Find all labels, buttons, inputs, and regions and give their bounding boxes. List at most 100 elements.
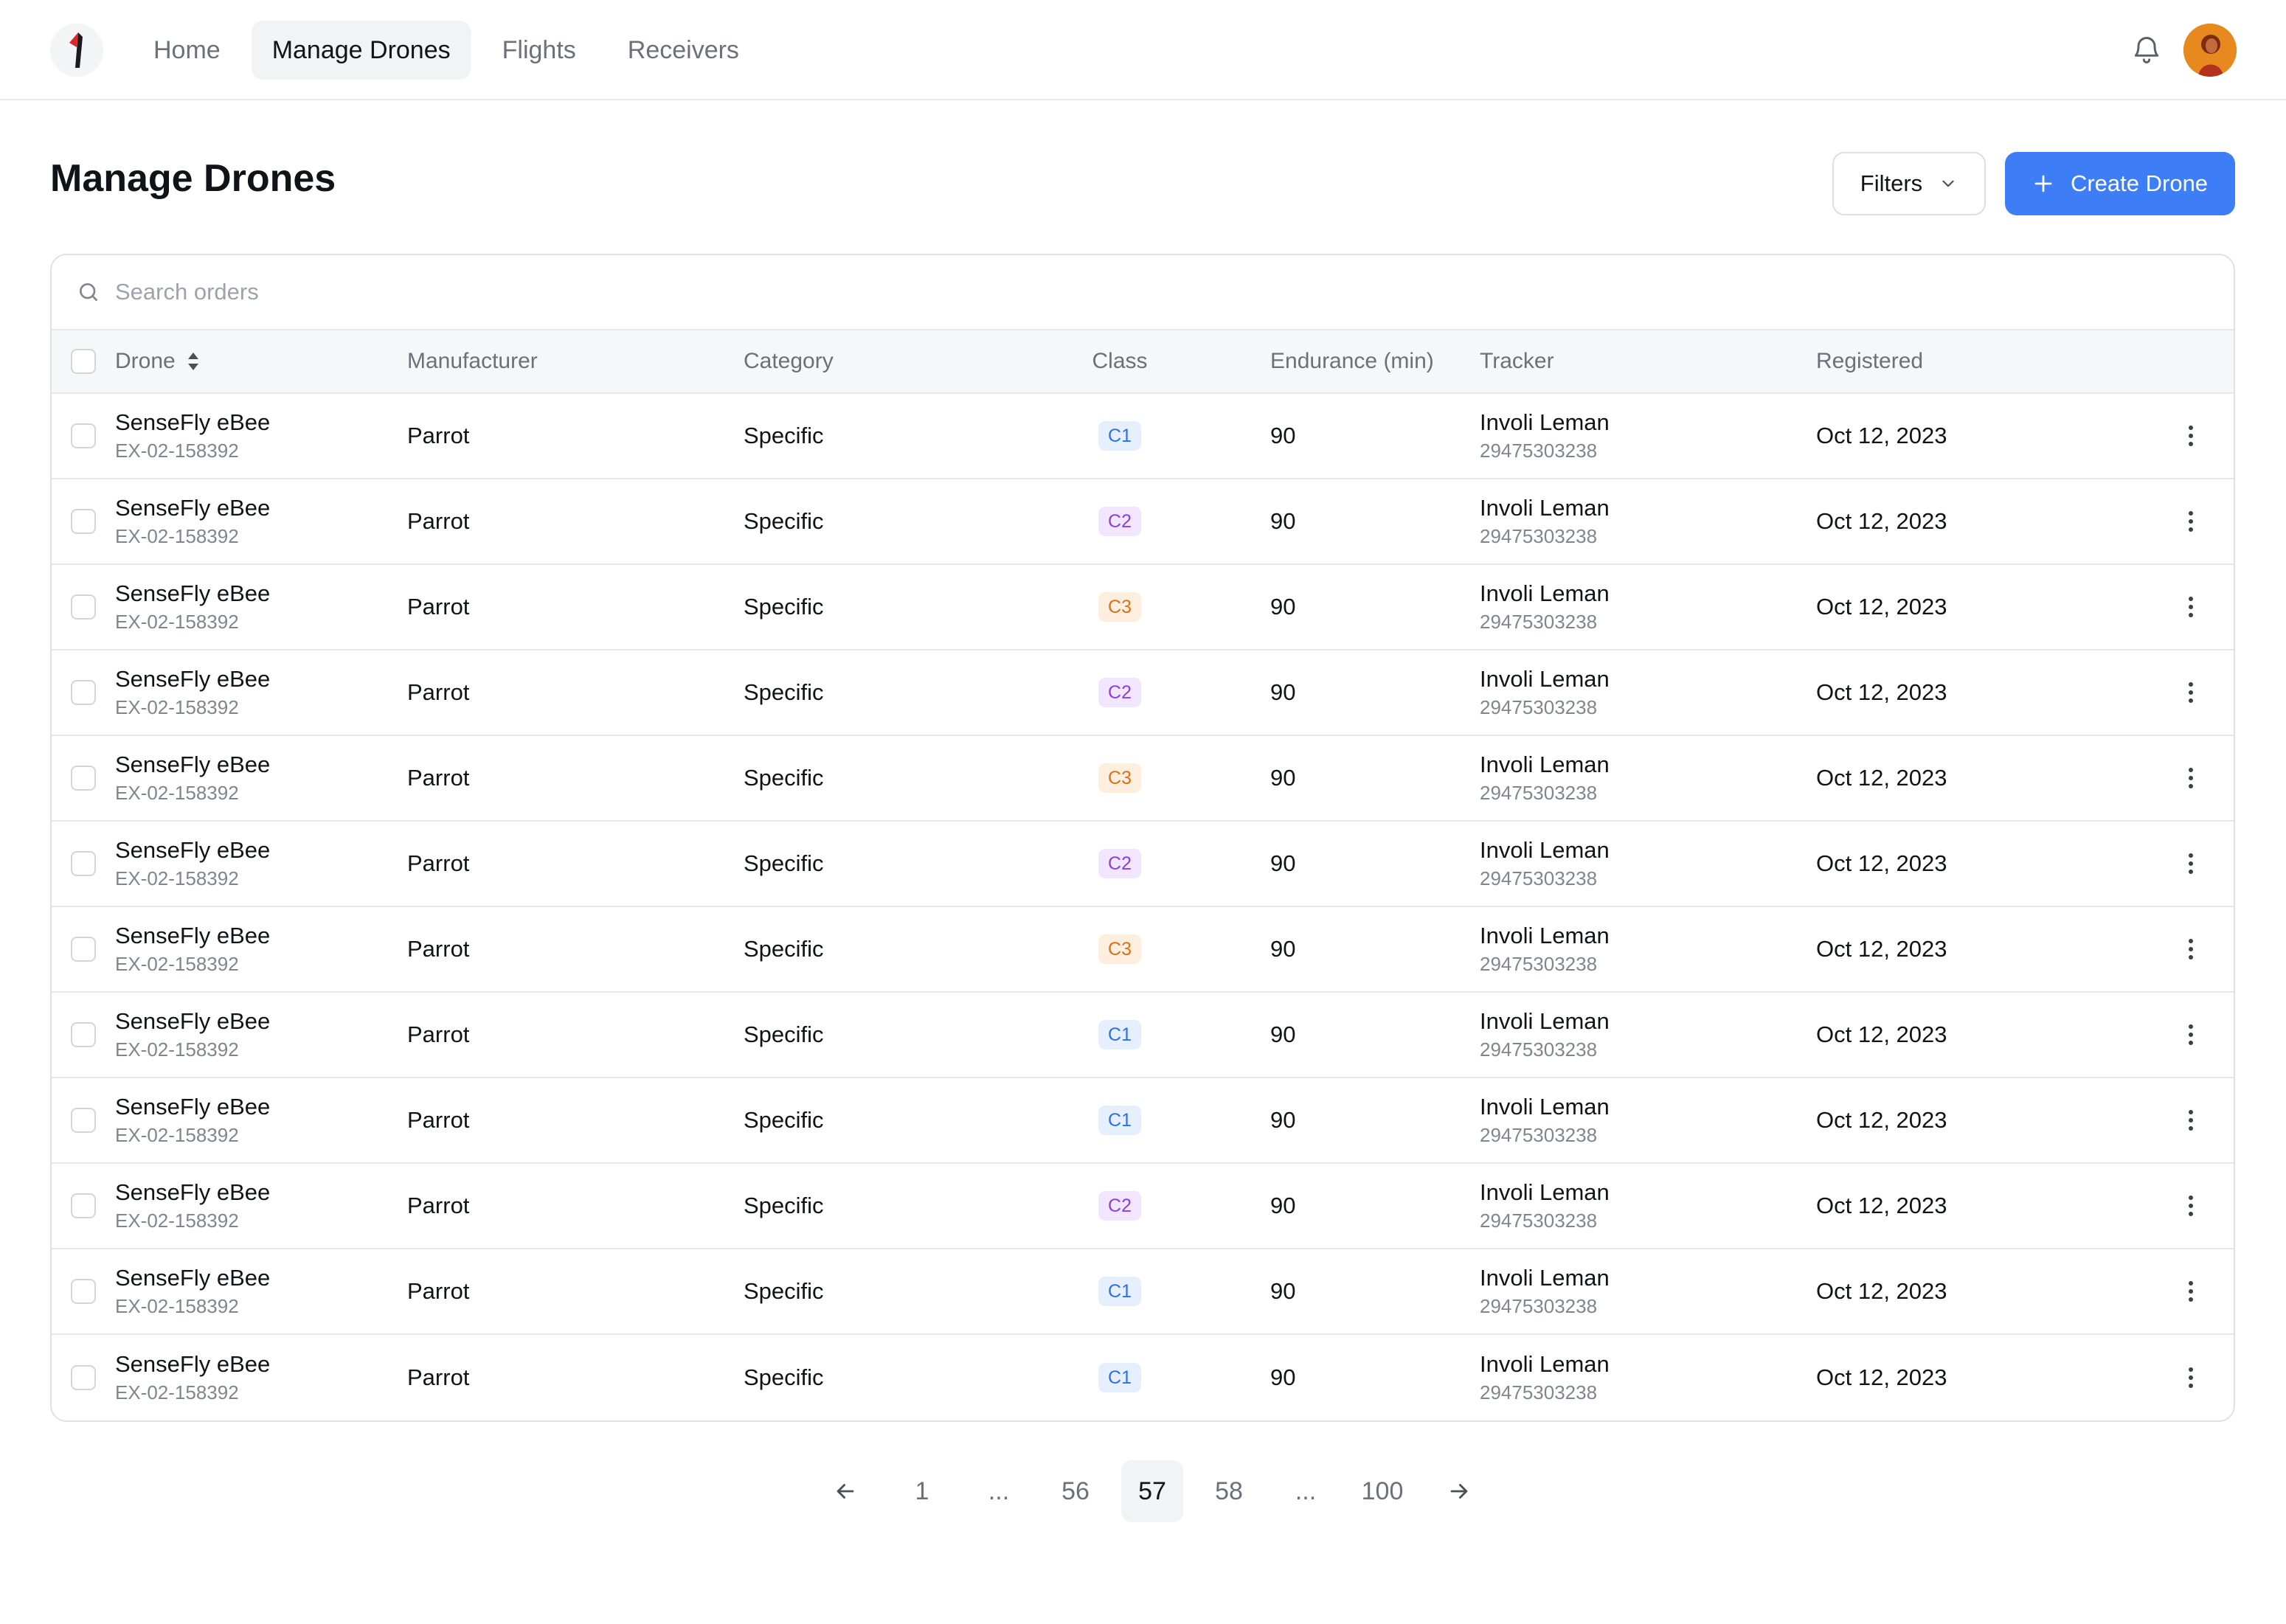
- class-badge: C1: [1098, 1363, 1141, 1392]
- table-row[interactable]: SenseFly eBee EX-02-158392 Parrot Specific C…: [52, 1164, 2234, 1249]
- column-header-drone[interactable]: Drone: [115, 330, 201, 392]
- bell-icon[interactable]: [2130, 34, 2163, 66]
- more-vertical-icon[interactable]: [2189, 853, 2193, 874]
- row-actions-menu[interactable]: [2176, 1335, 2206, 1420]
- tracker-name: Involi Leman: [1480, 580, 1610, 606]
- row-actions-menu[interactable]: [2176, 907, 2206, 991]
- row-actions-menu[interactable]: [2176, 650, 2206, 735]
- row-checkbox[interactable]: [71, 1022, 96, 1047]
- search-input[interactable]: [115, 279, 1000, 305]
- table-row[interactable]: SenseFly eBee EX-02-158392 Parrot Specific C…: [52, 1078, 2234, 1164]
- row-checkbox[interactable]: [71, 1279, 96, 1304]
- nav-item-receivers[interactable]: Receivers: [627, 35, 739, 64]
- row-actions-menu[interactable]: [2176, 822, 2206, 906]
- row-checkbox[interactable]: [71, 509, 96, 534]
- more-vertical-icon[interactable]: [2189, 939, 2193, 960]
- manufacturer-cell: Parrot: [407, 394, 469, 478]
- endurance-cell: 90: [1270, 907, 1295, 991]
- row-checkbox[interactable]: [71, 594, 96, 620]
- create-drone-button[interactable]: Create Drone: [2005, 152, 2235, 215]
- pagination: 1... 56 57 58... 100: [814, 1460, 1490, 1522]
- arrow-right-icon: [1450, 1484, 1468, 1499]
- tracker-id: 29475303238: [1480, 1210, 1598, 1232]
- more-vertical-icon[interactable]: [2189, 768, 2193, 788]
- row-actions-menu[interactable]: [2176, 993, 2206, 1077]
- endurance-value: 90: [1270, 594, 1296, 620]
- nav-item-home[interactable]: Home: [153, 35, 221, 64]
- next-page-button[interactable]: [1428, 1460, 1490, 1522]
- row-checkbox[interactable]: [71, 1365, 96, 1390]
- endurance-cell: 90: [1270, 650, 1295, 735]
- tracker-name: Involi Leman: [1480, 837, 1610, 863]
- class-cell: C1: [1081, 1078, 1158, 1162]
- brand-logo-icon[interactable]: [50, 24, 103, 77]
- drone-cell: SenseFly eBee EX-02-158392: [115, 394, 270, 478]
- row-actions-menu[interactable]: [2176, 1249, 2206, 1333]
- endurance-cell: 90: [1270, 822, 1295, 906]
- row-actions-menu[interactable]: [2176, 1164, 2206, 1248]
- registered-date: Oct 12, 2023: [1816, 679, 1947, 705]
- select-all-checkbox[interactable]: [71, 349, 96, 374]
- drone-cell: SenseFly eBee EX-02-158392: [115, 479, 270, 563]
- sort-icon[interactable]: [186, 350, 201, 372]
- row-actions-menu[interactable]: [2176, 1078, 2206, 1162]
- more-vertical-icon[interactable]: [2189, 682, 2193, 703]
- page-button[interactable]: 58: [1215, 1476, 1243, 1505]
- category-value: Specific: [744, 1278, 824, 1304]
- endurance-cell: 90: [1270, 394, 1295, 478]
- tracker-id: 29475303238: [1480, 696, 1598, 718]
- nav-item-manage-drones[interactable]: Manage Drones: [251, 21, 471, 80]
- row-checkbox[interactable]: [71, 937, 96, 962]
- endurance-cell: 90: [1270, 1249, 1295, 1333]
- row-actions-menu[interactable]: [2176, 736, 2206, 820]
- row-actions-menu[interactable]: [2176, 565, 2206, 649]
- page-button[interactable]: 100: [1361, 1476, 1404, 1505]
- more-vertical-icon[interactable]: [2189, 511, 2193, 532]
- previous-page-button[interactable]: [814, 1460, 876, 1522]
- page-button-current[interactable]: 57: [1121, 1460, 1183, 1522]
- table-row[interactable]: SenseFly eBee EX-02-158392 Parrot Specific C…: [52, 565, 2234, 650]
- row-checkbox[interactable]: [71, 766, 96, 791]
- table-row[interactable]: SenseFly eBee EX-02-158392 Parrot Specific C…: [52, 479, 2234, 565]
- more-vertical-icon[interactable]: [2189, 1024, 2193, 1045]
- row-actions-menu[interactable]: [2176, 479, 2206, 563]
- table-row[interactable]: SenseFly eBee EX-02-158392 Parrot Specific C…: [52, 736, 2234, 822]
- row-checkbox[interactable]: [71, 680, 96, 705]
- endurance-cell: 90: [1270, 1164, 1295, 1248]
- row-checkbox[interactable]: [71, 851, 96, 876]
- tracker-cell: Involi Leman 29475303238: [1480, 1335, 1610, 1420]
- registered-date: Oct 12, 2023: [1816, 1107, 1947, 1133]
- registered-date: Oct 12, 2023: [1816, 594, 1947, 620]
- page-button[interactable]: 56: [1061, 1476, 1090, 1505]
- registered-cell: Oct 12, 2023: [1816, 565, 1947, 649]
- table-row[interactable]: SenseFly eBee EX-02-158392 Parrot Specific C…: [52, 822, 2234, 907]
- row-checkbox[interactable]: [71, 1193, 96, 1218]
- more-vertical-icon[interactable]: [2189, 1367, 2193, 1388]
- table-row[interactable]: SenseFly eBee EX-02-158392 Parrot Specific C…: [52, 1249, 2234, 1335]
- registered-cell: Oct 12, 2023: [1816, 993, 1947, 1077]
- table-row[interactable]: SenseFly eBee EX-02-158392 Parrot Specific C…: [52, 650, 2234, 736]
- table-row[interactable]: SenseFly eBee EX-02-158392 Parrot Specific C…: [52, 1335, 2234, 1420]
- nav-item-flights[interactable]: Flights: [502, 35, 576, 64]
- table-row[interactable]: SenseFly eBee EX-02-158392 Parrot Specific C…: [52, 993, 2234, 1078]
- more-vertical-icon[interactable]: [2189, 426, 2193, 446]
- manufacturer-value: Parrot: [407, 1278, 470, 1304]
- class-cell: C1: [1081, 1335, 1158, 1420]
- more-vertical-icon[interactable]: [2189, 1110, 2193, 1131]
- endurance-cell: 90: [1270, 1078, 1295, 1162]
- drone-id: EX-02-158392: [115, 611, 239, 633]
- table-row[interactable]: SenseFly eBee EX-02-158392 Parrot Specific C…: [52, 907, 2234, 993]
- page-button[interactable]: 1: [915, 1476, 929, 1505]
- column-header-registered: Registered: [1816, 349, 1924, 373]
- more-vertical-icon[interactable]: [2189, 1281, 2193, 1302]
- category-cell: Specific: [744, 565, 824, 649]
- category-value: Specific: [744, 508, 824, 534]
- more-vertical-icon[interactable]: [2189, 1196, 2193, 1216]
- row-checkbox[interactable]: [71, 1108, 96, 1133]
- table-row[interactable]: SenseFly eBee EX-02-158392 Parrot Specific C…: [52, 394, 2234, 479]
- row-checkbox[interactable]: [71, 423, 96, 448]
- row-actions-menu[interactable]: [2176, 394, 2206, 478]
- filters-button[interactable]: Filters: [1832, 152, 1986, 215]
- user-avatar[interactable]: [2183, 24, 2237, 77]
- more-vertical-icon[interactable]: [2189, 597, 2193, 617]
